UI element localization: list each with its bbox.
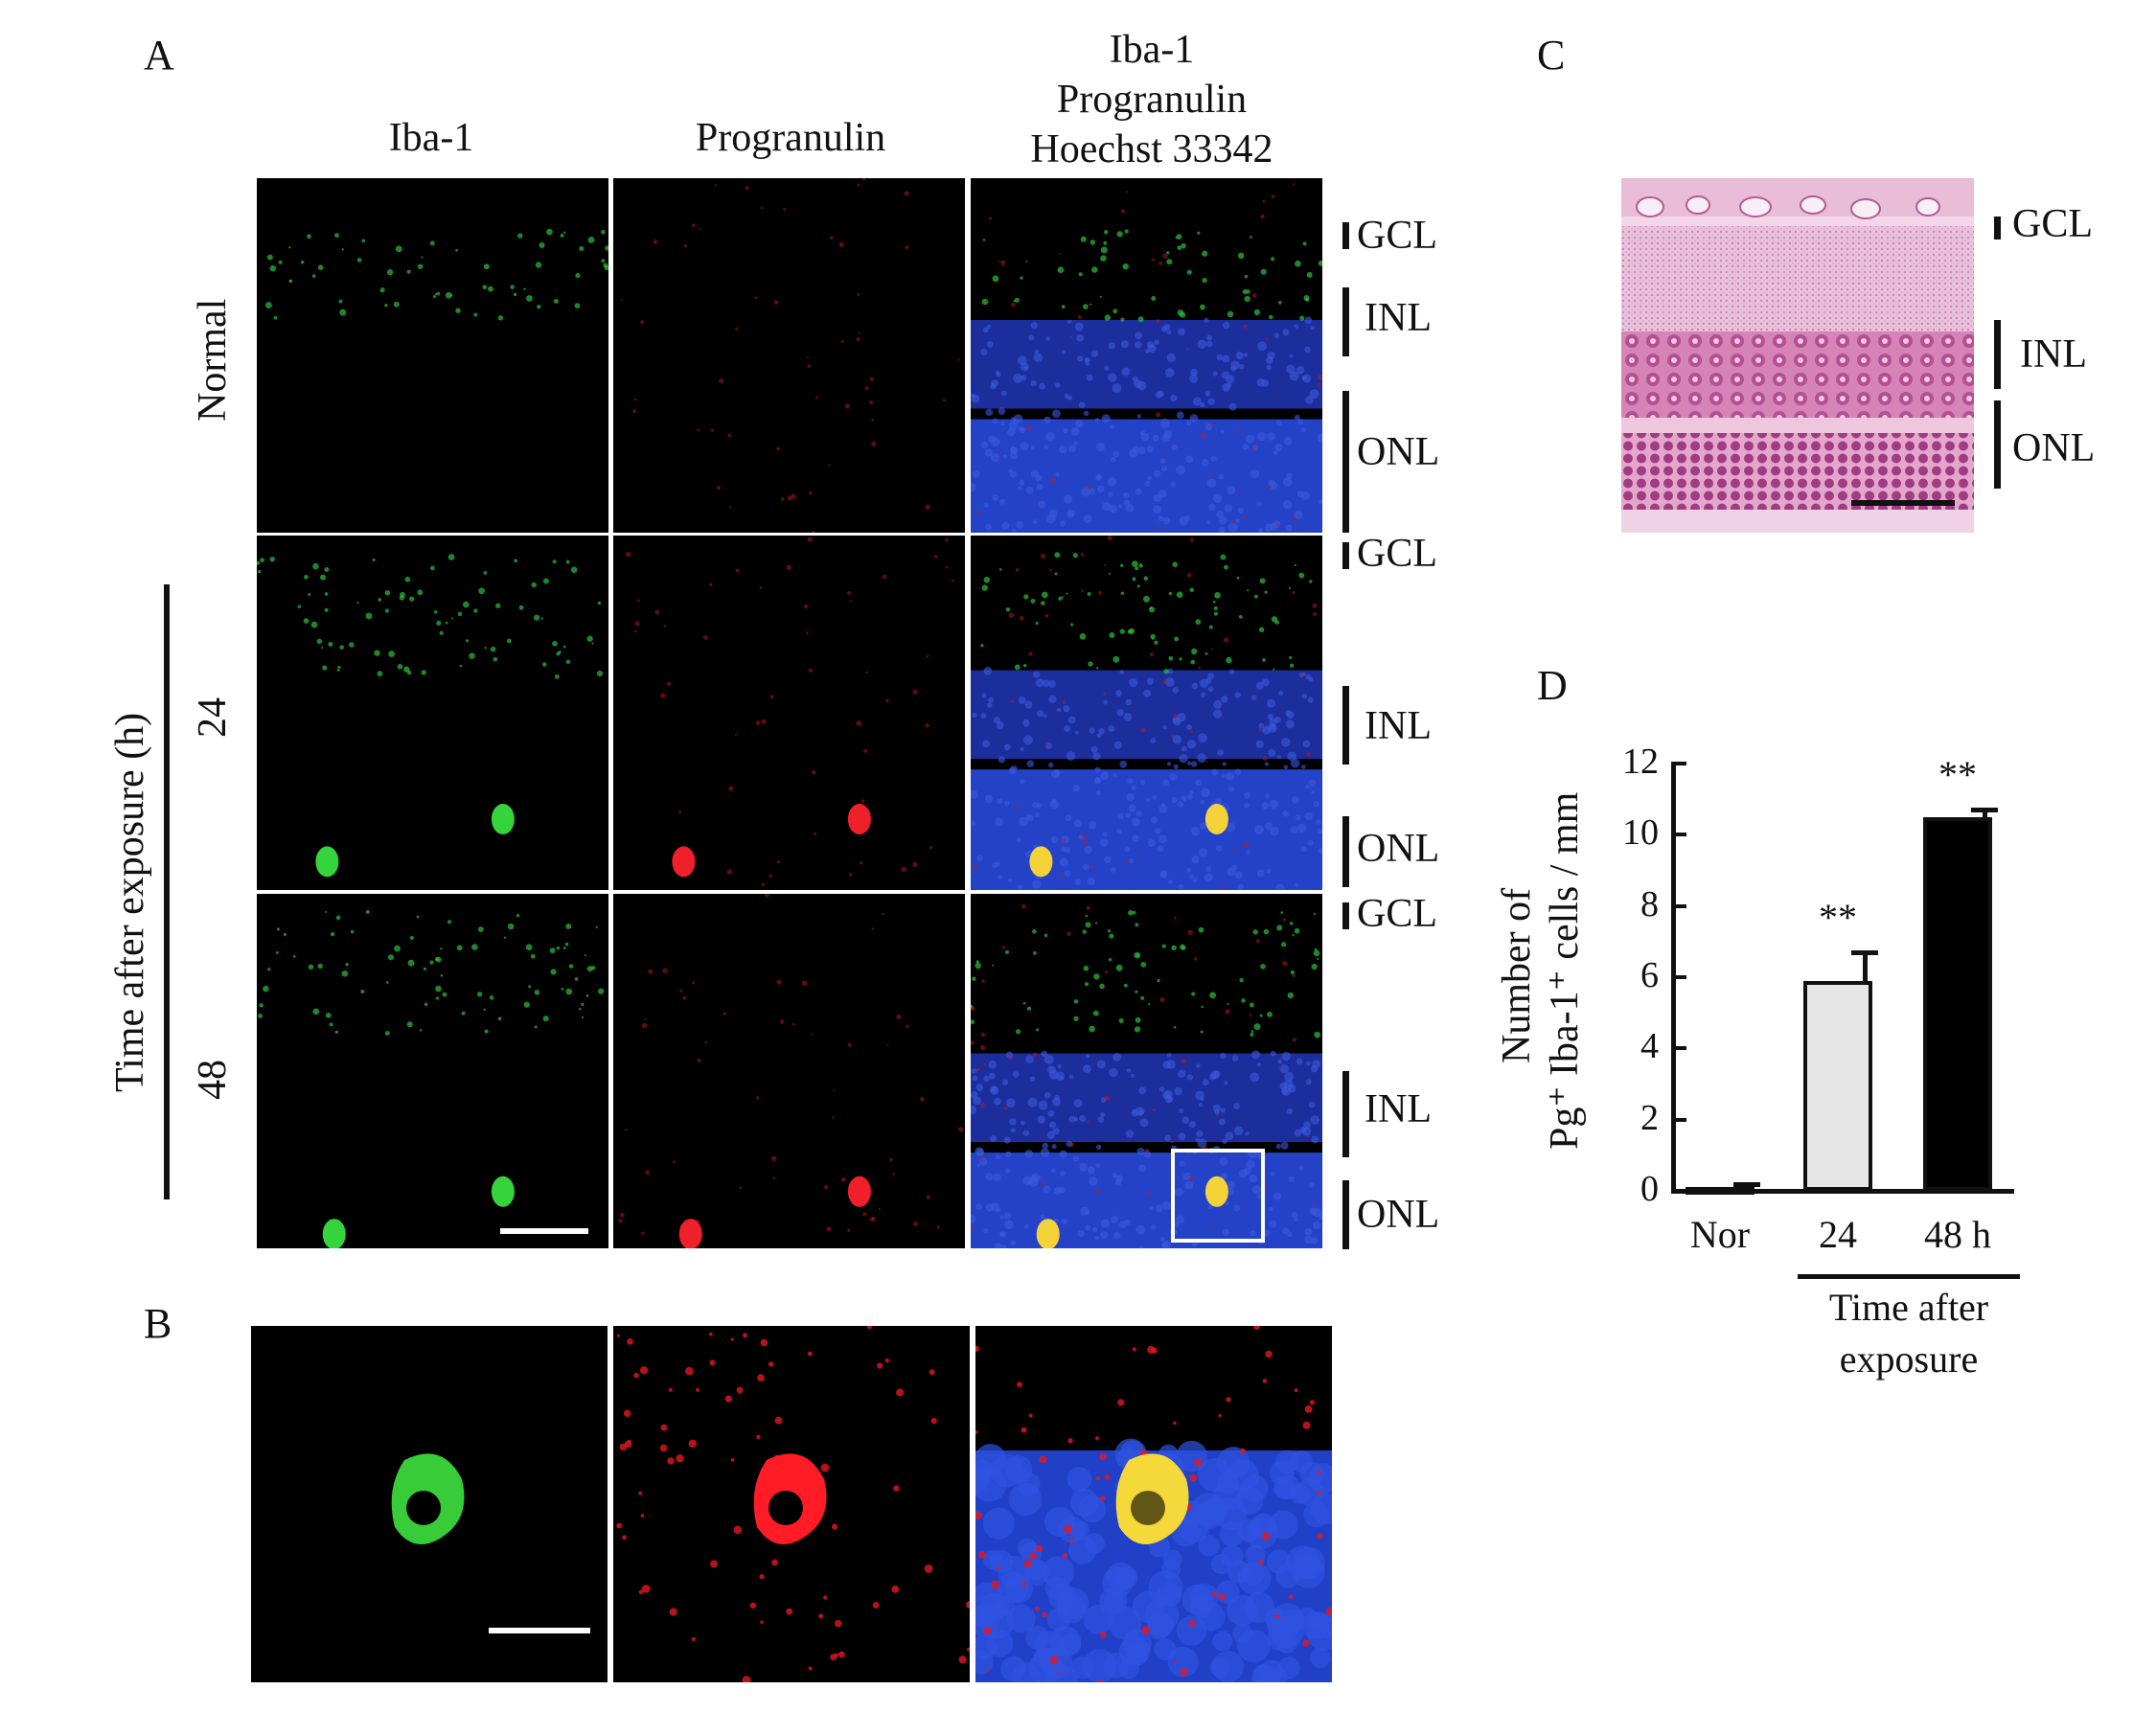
y-tick [1671, 762, 1686, 765]
micrograph-iba1-normal [257, 178, 608, 533]
y-tick-label: 0 [1640, 1169, 1659, 1209]
error-bar [1983, 810, 1987, 817]
onl-label-48: ONL [1357, 1193, 1440, 1237]
enlarged-micrograph-progranulin [613, 1326, 970, 1682]
col-header-iba1: Iba-1 [388, 116, 474, 160]
scale-bar-a [500, 1228, 588, 1234]
micrograph-progranulin-normal [613, 178, 965, 533]
x-axis [1671, 1189, 2014, 1194]
onl-bar-48 [1342, 1180, 1349, 1249]
inl-bar-48 [1342, 1071, 1349, 1157]
error-bar-cap [1851, 949, 1878, 955]
significance-marker: ** [1938, 753, 1977, 797]
scale-bar-b [489, 1628, 590, 1633]
error-bar-cap [1971, 808, 1998, 813]
time-bracket-line [164, 584, 170, 1199]
y-tick [1671, 1189, 1686, 1193]
micrograph-iba1-48 [257, 894, 608, 1248]
gcl-label-24: GCL [1357, 532, 1437, 576]
gcl-bar-normal [1342, 222, 1349, 249]
panel-label-c: C [1537, 32, 1566, 79]
y-tick-label: 2 [1640, 1097, 1659, 1138]
enlarged-micrograph-iba1 [251, 1326, 608, 1682]
time-group-label: Time after exposure [1828, 1286, 1989, 1381]
zoom-region-box [1171, 1149, 1265, 1243]
he-onl-label: ONL [2012, 426, 2096, 470]
y-axis-label-line2: Pg⁺ Iba-1⁺ cells / mm [1543, 791, 1587, 1150]
panel-label-a: A [144, 32, 174, 79]
inl-bar-24 [1342, 686, 1349, 765]
y-tick-label: 6 [1640, 955, 1659, 995]
micrograph-progranulin-24 [613, 536, 965, 890]
onl-label-normal: ONL [1357, 430, 1440, 474]
micrograph-merge-normal [971, 178, 1322, 533]
he-inl-label: INL [2020, 332, 2087, 377]
col-header-progranulin: Progranulin [695, 116, 886, 160]
inl-bar-normal [1342, 287, 1349, 356]
time-axis-label: Time after exposure (h) [108, 712, 152, 1092]
bar-48-h [1923, 816, 1992, 1191]
y-tick [1671, 833, 1686, 837]
onl-label-24: ONL [1357, 827, 1440, 871]
time-group-line [1798, 1274, 2020, 1279]
he-gcl-bar [1994, 217, 2001, 240]
y-axis-label-line1: Number of [1495, 887, 1539, 1063]
row-label-24: 24 [191, 697, 235, 738]
bar-24 [1803, 980, 1872, 1191]
significance-marker: ** [1819, 895, 1857, 939]
onl-bar-24 [1342, 816, 1349, 887]
row-label-normal: Normal [191, 298, 235, 422]
row-label-48: 48 [191, 1060, 235, 1100]
y-tick [1671, 1117, 1686, 1122]
inl-label-24: INL [1365, 704, 1432, 748]
y-tick-label: 4 [1640, 1026, 1659, 1067]
gcl-label-normal: GCL [1357, 214, 1437, 258]
gcl-bar-48 [1342, 902, 1349, 929]
onl-bar-normal [1342, 391, 1349, 533]
y-tick [1671, 1046, 1686, 1051]
gcl-bar-24 [1342, 542, 1349, 569]
inl-label-normal: INL [1365, 296, 1432, 340]
error-bar-cap [1733, 1181, 1760, 1187]
micrograph-progranulin-48 [613, 894, 965, 1248]
y-tick-label: 12 [1622, 742, 1659, 782]
micrograph-iba1-24 [257, 536, 608, 890]
y-tick [1671, 975, 1686, 979]
micrograph-merge-24 [971, 536, 1322, 890]
he-gcl-label: GCL [2012, 202, 2093, 246]
micrograph-merge-48 [971, 894, 1322, 1248]
error-bar [1863, 951, 1868, 981]
he-inl-bar [1994, 320, 2001, 389]
bar-nor [1686, 1187, 1755, 1196]
panel-label-d: D [1537, 662, 1568, 709]
panel-label-b: B [144, 1300, 172, 1347]
gcl-label-48: GCL [1357, 892, 1437, 936]
he-onl-bar [1994, 400, 2001, 489]
x-category-label: 24 [1819, 1213, 1857, 1256]
x-category-label: 48 h [1924, 1213, 1991, 1256]
col-header-merge: Iba-1 Progranulin Hoechst 33342 [1030, 28, 1273, 171]
inl-label-48: INL [1365, 1087, 1432, 1131]
y-tick-label: 8 [1640, 883, 1659, 925]
y-tick [1671, 903, 1686, 908]
enlarged-micrograph-merge [975, 1326, 1332, 1682]
x-category-label: Nor [1689, 1213, 1751, 1256]
he-stained-retina-image [1621, 178, 1974, 533]
y-tick-label: 10 [1622, 812, 1659, 854]
